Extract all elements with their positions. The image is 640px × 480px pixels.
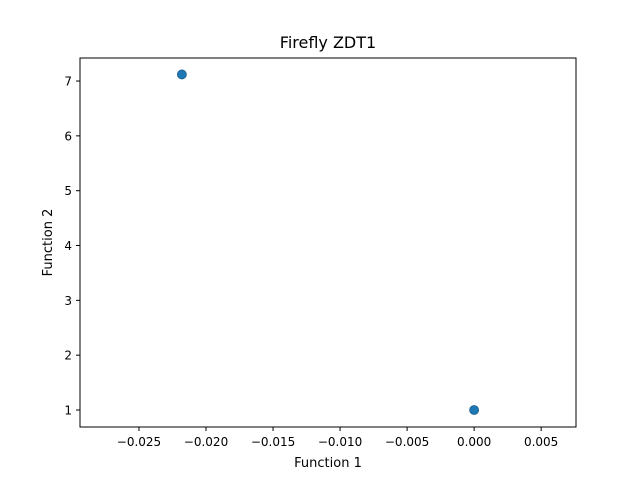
- data-point: [469, 405, 480, 415]
- x-tick-label: 0.000: [457, 435, 491, 449]
- y-tick-label: 7: [64, 75, 72, 89]
- data-point: [176, 69, 187, 80]
- x-axis: −0.025 −0.020 −0.015 −0.010 −0.005 0.000 0.005: [117, 427, 558, 449]
- data-points: [176, 69, 480, 415]
- chart-title: Firefly ZDT1: [280, 33, 376, 52]
- y-tick-label: 3: [64, 294, 72, 308]
- x-tick-label: 0.005: [524, 435, 558, 449]
- y-axis: 1 2 3 4 5 6 7: [64, 75, 80, 418]
- y-tick-label: 2: [64, 349, 72, 363]
- y-tick-label: 1: [64, 404, 72, 418]
- x-tick-label: −0.005: [385, 435, 429, 449]
- y-axis-label: Function 2: [41, 209, 56, 277]
- x-tick-label: −0.020: [184, 435, 228, 449]
- x-tick-label: −0.010: [318, 435, 362, 449]
- y-tick-label: 6: [64, 129, 72, 143]
- y-tick-label: 4: [64, 239, 72, 253]
- y-tick-label: 5: [64, 184, 72, 198]
- x-tick-label: −0.025: [117, 435, 161, 449]
- x-axis-label: Function 1: [294, 456, 362, 471]
- axes-frame: [79, 57, 577, 428]
- x-tick-label: −0.015: [251, 435, 295, 449]
